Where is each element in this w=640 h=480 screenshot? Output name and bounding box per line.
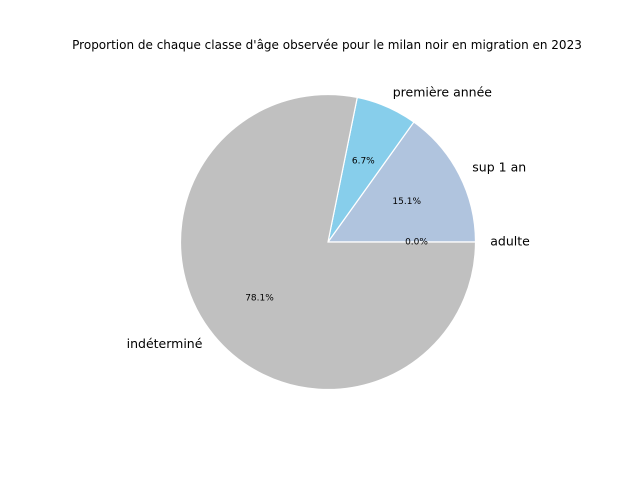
pie-slice-sup-1-an [326, 121, 477, 243]
pie-slice-indetermine [179, 93, 477, 391]
slice-label-adulte: adulte [490, 234, 530, 249]
pie-labels: adulte 0.0% sup 1 an 15.1% première année 6.7… [127, 85, 531, 351]
slice-label-sup-1-an: sup 1 an [472, 159, 526, 174]
slice-label-premiere-annee: première année [393, 85, 493, 100]
slice-label-indetermine: indéterminé [127, 336, 203, 351]
pct-label-sup-1-an: 15.1% [392, 197, 421, 207]
pie-slices [179, 93, 477, 391]
pct-label-premiere-annee: 6.7% [352, 156, 375, 166]
chart-title: Proportion de chaque classe d'âge observ… [72, 38, 582, 52]
pct-label-adulte: 0.0% [405, 238, 428, 248]
pct-label-indetermine: 78.1% [245, 294, 274, 304]
